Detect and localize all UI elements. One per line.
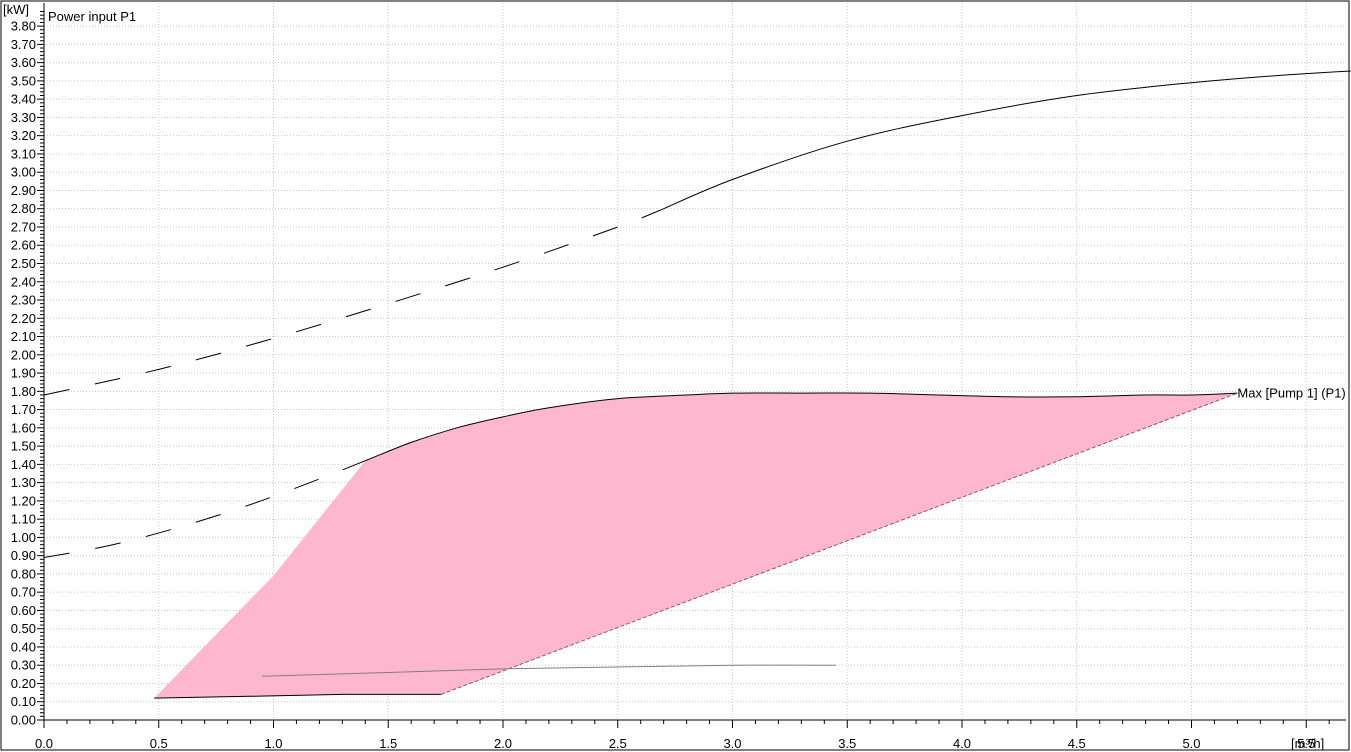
x-tick-label: 1.0 bbox=[264, 736, 282, 751]
series-lines bbox=[43, 70, 1351, 677]
curve-label: Max [Pump 1] (P1) bbox=[1237, 386, 1345, 401]
series-line-max-pump-1-2-p1 bbox=[663, 70, 1351, 210]
y-tick-label: 3.40 bbox=[11, 92, 36, 107]
y-tick-label: 0.60 bbox=[11, 603, 36, 618]
series-line-grey bbox=[261, 664, 836, 677]
operating-area-edge bbox=[440, 392, 1238, 695]
y-tick-label: 2.40 bbox=[11, 274, 36, 289]
x-tick-label: 1.5 bbox=[379, 736, 397, 751]
x-tick-label: 0.0 bbox=[35, 736, 53, 751]
y-tick-label: 2.20 bbox=[11, 311, 36, 326]
y-tick-label: 1.50 bbox=[11, 439, 36, 454]
y-tick-label: 1.40 bbox=[11, 457, 36, 472]
y-tick-label: 1.60 bbox=[11, 420, 36, 435]
y-tick-label: 0.20 bbox=[11, 676, 36, 691]
y-tick-label: 2.30 bbox=[11, 293, 36, 308]
y-tick-label: 0.50 bbox=[11, 621, 36, 636]
curve-labels: Max [Pump 1+2] (P1)Max [Pump 1] (P1) bbox=[1237, 386, 1345, 401]
y-tick-label: 3.60 bbox=[11, 55, 36, 70]
y-tick-label: 3.50 bbox=[11, 73, 36, 88]
y-tick-label: 2.50 bbox=[11, 256, 36, 271]
y-tick-label: 1.30 bbox=[11, 475, 36, 490]
y-tick-label: 2.00 bbox=[11, 347, 36, 362]
x-axis-unit: [m³/h] bbox=[1291, 736, 1324, 751]
y-tick-label: 1.70 bbox=[11, 402, 36, 417]
series-line-max-pump-1-p1 bbox=[365, 392, 1238, 462]
y-tick-label: 2.90 bbox=[11, 183, 36, 198]
y-axis-unit: [kW] bbox=[3, 2, 29, 17]
x-tick-label: 3.0 bbox=[723, 736, 741, 751]
x-tick-label: 5.5 bbox=[1297, 736, 1315, 751]
y-tick-label: 1.20 bbox=[11, 493, 36, 508]
chart-title: Power input P1 bbox=[48, 9, 136, 24]
y-tick-label: 3.10 bbox=[11, 146, 36, 161]
series-extension-dashed bbox=[43, 208, 664, 396]
x-tick-label: 4.5 bbox=[1068, 736, 1086, 751]
y-tick-label: 0.90 bbox=[11, 548, 36, 563]
y-tick-label: 0.40 bbox=[11, 639, 36, 654]
x-tick-label: 3.5 bbox=[838, 736, 856, 751]
operating-area bbox=[154, 392, 1238, 699]
x-tick-label: 0.5 bbox=[150, 736, 168, 751]
y-tick-label: 2.60 bbox=[11, 238, 36, 253]
operating-area-fill bbox=[154, 393, 1238, 699]
y-tick-label: 2.80 bbox=[11, 201, 36, 216]
y-tick-label: 1.90 bbox=[11, 366, 36, 381]
y-tick-label: 3.30 bbox=[11, 110, 36, 125]
y-tick-label: 1.80 bbox=[11, 384, 36, 399]
y-tick-label: 0.70 bbox=[11, 585, 36, 600]
x-tick-label: 4.0 bbox=[953, 736, 971, 751]
y-tick-label: 1.10 bbox=[11, 512, 36, 527]
y-tick-label: 1.00 bbox=[11, 530, 36, 545]
x-tick-label: 2.5 bbox=[609, 736, 627, 751]
x-tick-label: 2.0 bbox=[494, 736, 512, 751]
y-tick-label: 3.00 bbox=[11, 165, 36, 180]
y-tick-label: 3.80 bbox=[11, 19, 36, 34]
operating-area-edge bbox=[154, 693, 441, 699]
series-extension-dashed bbox=[43, 460, 366, 558]
y-tick-label: 2.10 bbox=[11, 329, 36, 344]
x-tick-label: 5.0 bbox=[1182, 736, 1200, 751]
y-tick-label: 0.00 bbox=[11, 713, 36, 728]
y-tick-label: 0.10 bbox=[11, 694, 36, 709]
y-tick-label: 3.20 bbox=[11, 128, 36, 143]
y-tick-label: 0.80 bbox=[11, 566, 36, 581]
y-tick-label: 2.70 bbox=[11, 219, 36, 234]
y-tick-label: 0.30 bbox=[11, 658, 36, 673]
y-tick-label: 3.70 bbox=[11, 37, 36, 52]
